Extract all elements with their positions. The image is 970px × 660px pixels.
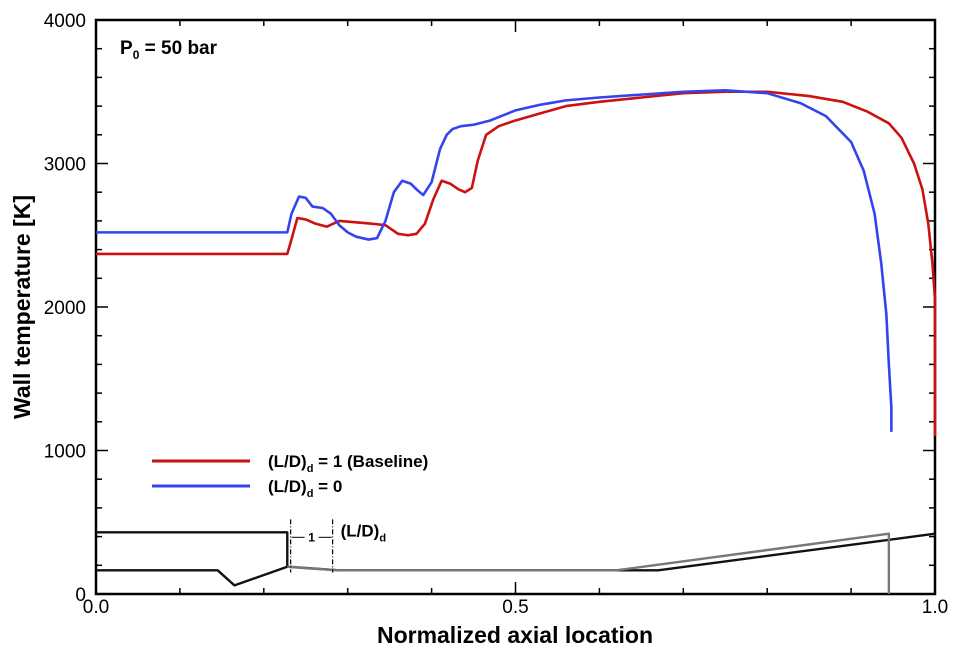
legend-label-ld0-main: (L/D) <box>268 477 307 496</box>
legend-label-ld0-sub: d <box>307 488 314 500</box>
series-layer <box>96 89 937 594</box>
legend-label-ld0-rest: = 0 <box>313 477 342 496</box>
y-tick-label-2: 2000 <box>44 298 86 319</box>
y-tick-label-0: 0 <box>75 585 86 606</box>
y-tick-label-4: 4000 <box>44 11 86 32</box>
x-tick-label-2: 1.0 <box>922 597 948 618</box>
axis-ticks <box>95 19 936 595</box>
ld-annotation-main: (L/D) <box>341 522 380 541</box>
pressure-annotation-rest: = 50 bar <box>139 38 217 59</box>
series-line-0 <box>96 90 937 437</box>
pressure-annotation-main: P <box>120 38 133 59</box>
legend: (L/D)d = 1 (Baseline) (L/D)d = 0 <box>152 452 428 500</box>
x-axis-title: Normalized axial location <box>377 622 653 648</box>
x-tick-label-0: 0.0 <box>83 597 109 618</box>
y-tick-label-1: 1000 <box>44 442 86 463</box>
y-tick-label-3: 3000 <box>44 155 86 176</box>
ld-annotation: (L/D)d <box>341 522 386 545</box>
series-line-4 <box>287 532 891 594</box>
pressure-annotation-sub: 0 <box>133 48 140 62</box>
pressure-annotation: P0 = 50 bar <box>120 38 218 62</box>
legend-label-baseline: (L/D)d = 1 (Baseline) <box>268 452 428 475</box>
series-line-1 <box>96 89 893 432</box>
legend-label-baseline-main: (L/D) <box>268 452 307 471</box>
x-tick-label-1: 0.5 <box>502 597 528 618</box>
y-axis-title: Wall temperature [K] <box>9 195 35 419</box>
plot-area <box>94 18 937 596</box>
legend-label-baseline-sub: d <box>307 463 314 475</box>
axis-tick-labels: 0.0 0.5 1.0 0 1000 2000 3000 4000 <box>44 11 948 618</box>
legend-label-baseline-rest: = 1 (Baseline) <box>313 452 428 471</box>
legend-label-ld0: (L/D)d = 0 <box>268 477 342 500</box>
ld-annotation-sub: d <box>379 533 386 545</box>
ld-gap-label: 1 <box>308 530 315 544</box>
series-line-3 <box>96 531 289 567</box>
